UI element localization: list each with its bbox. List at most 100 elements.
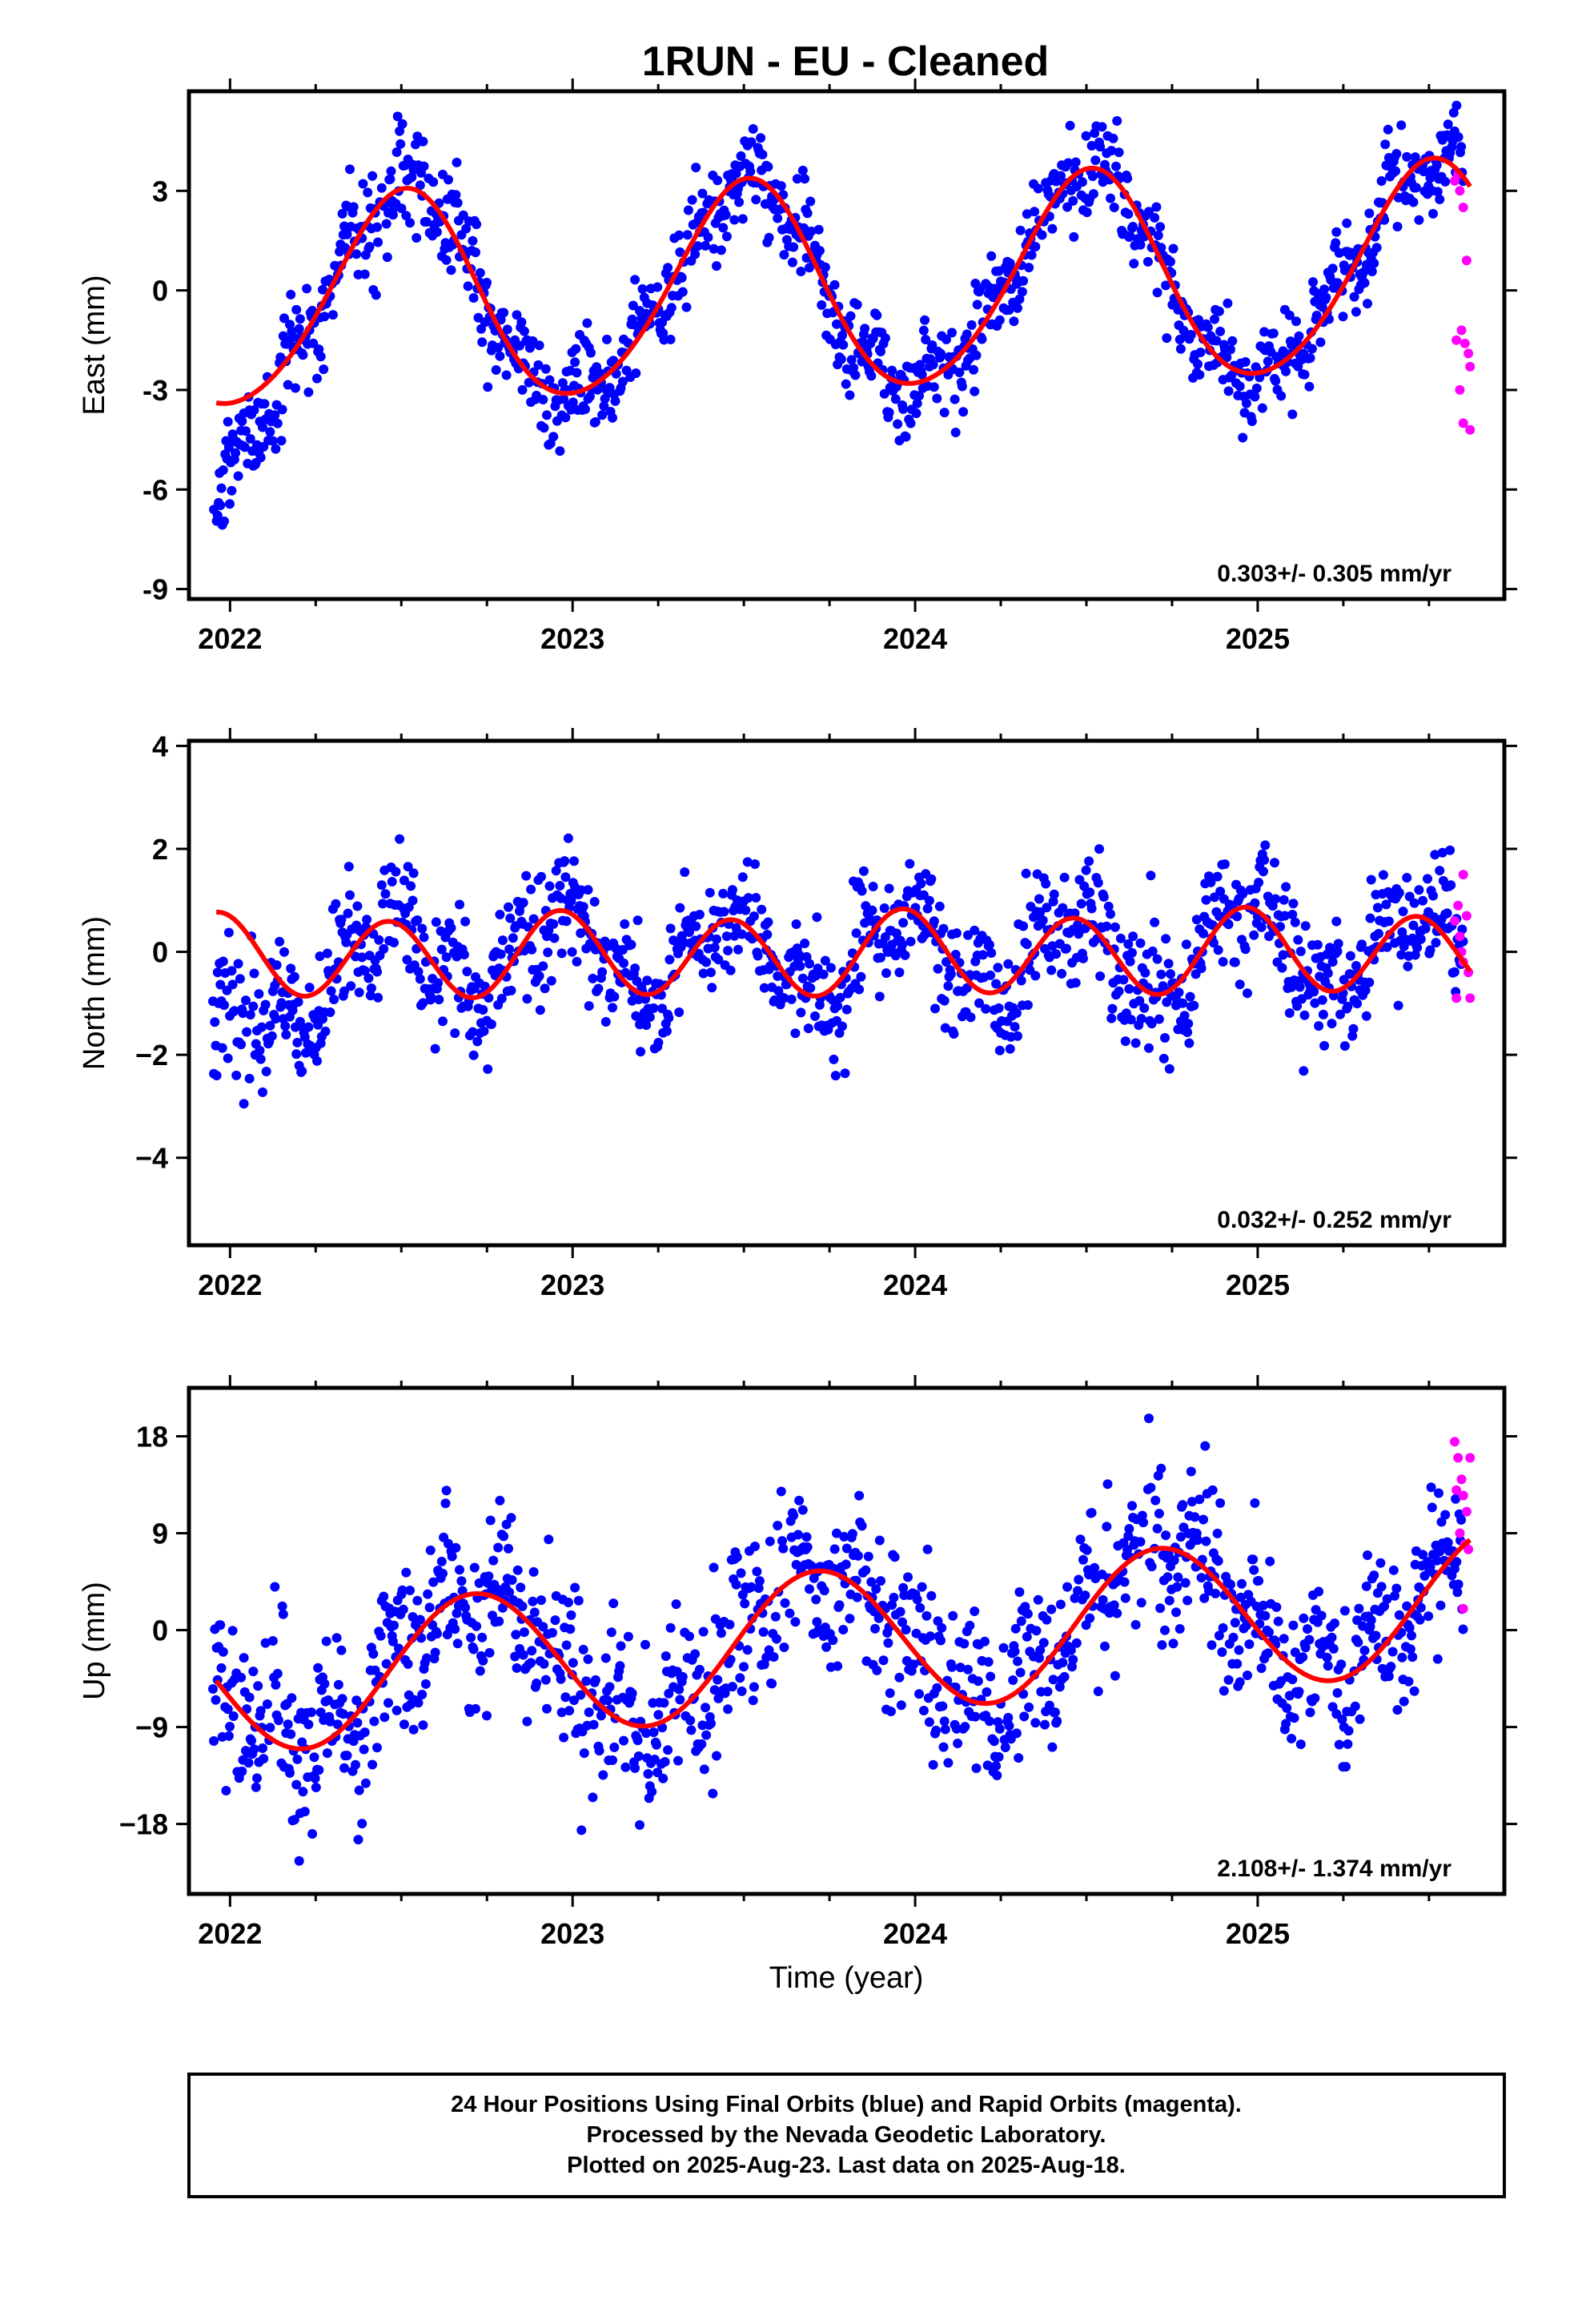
final-point [849, 363, 858, 373]
final-point [846, 355, 857, 365]
final-point [1394, 1610, 1404, 1620]
final-point [1124, 983, 1134, 994]
final-point [598, 1770, 608, 1780]
final-point [1281, 1719, 1291, 1729]
final-point [315, 352, 326, 362]
final-point [332, 1719, 343, 1730]
final-point [502, 324, 512, 335]
final-point [604, 1682, 615, 1692]
final-point [947, 1662, 957, 1672]
final-point [352, 901, 363, 911]
final-point [1284, 1008, 1295, 1018]
final-point [1325, 943, 1335, 953]
final-point [1295, 1739, 1306, 1750]
final-point [926, 1631, 936, 1642]
final-point [1336, 1659, 1347, 1670]
final-point [740, 1598, 750, 1609]
final-point [1030, 971, 1041, 981]
final-point [401, 211, 412, 221]
final-point [391, 1705, 402, 1715]
final-point [994, 1751, 1004, 1762]
final-point [857, 336, 868, 347]
final-point [665, 955, 675, 965]
final-point [540, 983, 550, 994]
final-point [929, 382, 939, 392]
final-point [1396, 120, 1407, 131]
final-point [469, 1562, 480, 1573]
rate-label-north: 0.032+/- 0.252 mm/yr [1217, 1207, 1452, 1233]
final-point [1305, 353, 1315, 364]
final-point [1380, 139, 1391, 150]
final-point [236, 1672, 247, 1683]
final-point [750, 1542, 760, 1551]
final-point [909, 1659, 918, 1670]
final-point [1452, 100, 1462, 111]
final-point [254, 989, 264, 999]
final-point [1136, 1014, 1146, 1024]
final-point [1404, 891, 1415, 902]
final-point [403, 1659, 413, 1669]
final-point [280, 1021, 291, 1031]
final-point [405, 1586, 415, 1595]
final-point [1015, 225, 1026, 235]
final-point [1152, 954, 1162, 964]
final-point [302, 283, 312, 294]
final-point [260, 999, 271, 1010]
final-point [736, 1568, 746, 1578]
final-point [1152, 1523, 1162, 1534]
final-point [786, 994, 797, 1004]
final-point [1256, 922, 1267, 932]
final-point [1144, 1043, 1154, 1053]
final-point [773, 971, 783, 981]
final-point [691, 921, 701, 931]
final-point [626, 939, 636, 950]
final-point [1235, 1592, 1246, 1602]
final-point [380, 889, 391, 899]
final-point [1217, 1647, 1227, 1657]
final-point [218, 956, 228, 967]
final-point [307, 1829, 318, 1839]
final-point [962, 329, 972, 340]
final-point [1196, 963, 1207, 974]
final-point [488, 1555, 499, 1566]
final-point [211, 1695, 221, 1705]
final-point [1440, 1510, 1451, 1520]
final-point [597, 967, 608, 977]
final-point [271, 1679, 281, 1690]
final-point [991, 1761, 1002, 1771]
final-point [1074, 1574, 1084, 1585]
final-point [652, 282, 663, 292]
final-point [1428, 208, 1438, 219]
final-point [1281, 366, 1291, 376]
final-point [583, 885, 593, 895]
final-point [737, 929, 747, 939]
final-point [697, 188, 708, 199]
final-point [1106, 146, 1117, 156]
final-point [1085, 1613, 1095, 1623]
final-point [825, 963, 836, 973]
final-point [1316, 1610, 1327, 1621]
final-point [980, 1636, 990, 1647]
final-point [1168, 243, 1178, 254]
final-point [901, 1625, 911, 1634]
rapid-point [1455, 1528, 1465, 1538]
final-point [1102, 1522, 1112, 1532]
final-point [539, 1659, 549, 1669]
final-point [1016, 1616, 1026, 1626]
final-point [1161, 1530, 1171, 1541]
final-point [589, 897, 600, 907]
final-point [685, 1715, 696, 1726]
final-point [239, 1653, 249, 1663]
final-point [1031, 1626, 1042, 1636]
final-point [538, 395, 548, 404]
rapid-point [1455, 186, 1465, 196]
y-tick-label: 2 [152, 833, 168, 866]
final-point [584, 392, 595, 402]
final-point [1314, 1021, 1324, 1031]
final-point [871, 1584, 881, 1594]
final-point [534, 340, 544, 351]
final-point [608, 1755, 617, 1765]
final-point [233, 471, 243, 481]
final-point [1070, 908, 1080, 919]
final-point [402, 955, 412, 965]
